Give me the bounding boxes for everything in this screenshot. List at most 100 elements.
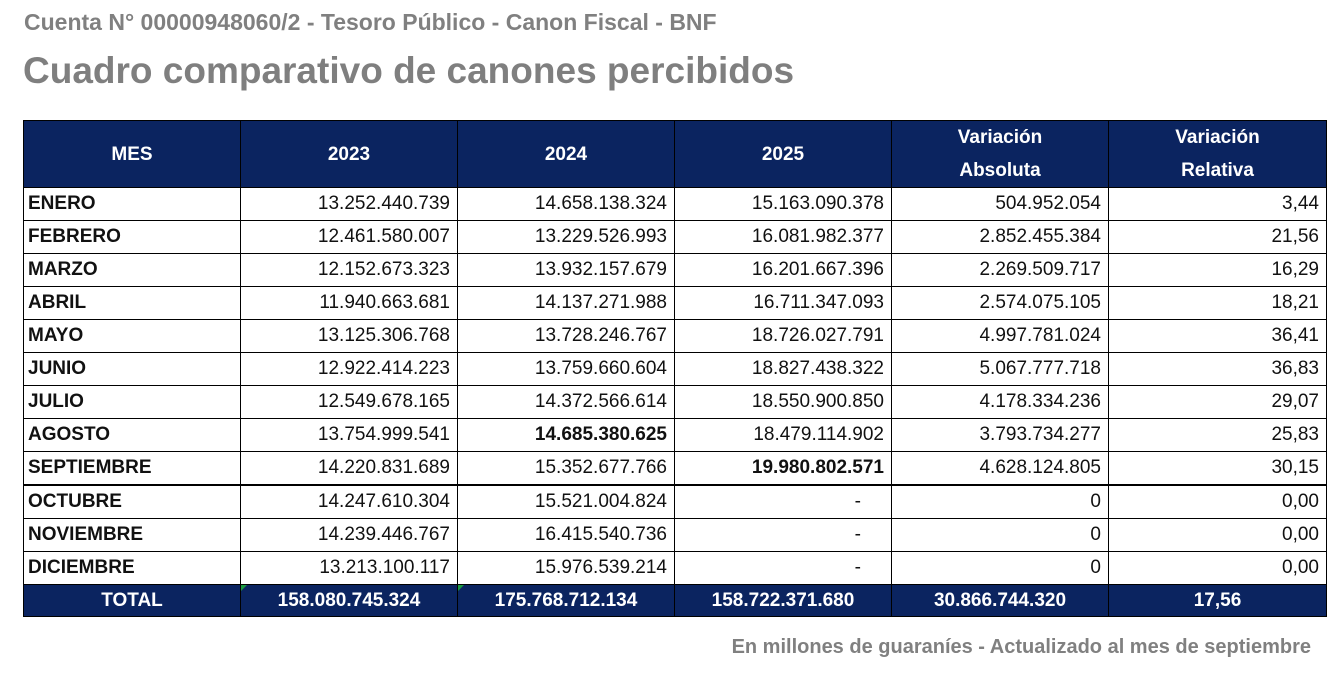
cell-2025: 18.827.438.322: [674, 352, 892, 386]
cell-var-abs: 4.997.781.024: [891, 319, 1109, 353]
cell-var-rel: 3,44: [1108, 187, 1327, 221]
cell-var-abs: 4.178.334.236: [891, 385, 1109, 419]
cell-mes: NOVIEMBRE: [23, 518, 241, 552]
cell-2023: 13.754.999.541: [240, 418, 458, 452]
total-2023: 158.080.745.324: [240, 584, 458, 617]
cell-var-abs: 4.628.124.805: [891, 451, 1109, 486]
cell-2023: 11.940.663.681: [240, 286, 458, 320]
cell-var-abs: 2.269.509.717: [891, 253, 1109, 287]
total-row: TOTAL 158.080.745.324 175.768.712.134 15…: [23, 584, 1327, 617]
cell-var-rel: 0,00: [1108, 484, 1327, 519]
cell-2025-highlight: 19.980.802.571: [674, 451, 892, 486]
cell-var-abs: 2.574.075.105: [891, 286, 1109, 320]
cell-mes: JULIO: [23, 385, 241, 419]
cell-2025: 18.479.114.902: [674, 418, 892, 452]
header-variacion-relativa: Variación Relativa: [1108, 120, 1327, 188]
table-row: JUNIO 12.922.414.223 13.759.660.604 18.8…: [23, 352, 1327, 386]
cell-var-rel: 36,41: [1108, 319, 1327, 353]
footnote: En millones de guaraníes - Actualizado a…: [731, 636, 1311, 658]
header-mes: MES: [23, 120, 241, 188]
cell-2024: 13.932.157.679: [457, 253, 675, 287]
header-2023: 2023: [240, 120, 458, 188]
cell-var-abs: 0: [891, 551, 1109, 585]
comparison-table: MES 2023 2024 2025 Variación Absoluta Va…: [23, 120, 1327, 617]
cell-2024: 14.372.566.614: [457, 385, 675, 419]
cell-2023: 13.125.306.768: [240, 319, 458, 353]
cell-2025: 16.081.982.377: [674, 220, 892, 254]
cell-var-abs: 504.952.054: [891, 187, 1109, 221]
cell-2024: 14.137.271.988: [457, 286, 675, 320]
table-row: SEPTIEMBRE 14.220.831.689 15.352.677.766…: [23, 451, 1327, 486]
table-row: ABRIL 11.940.663.681 14.137.271.988 16.7…: [23, 286, 1327, 320]
cell-2025: -: [674, 551, 892, 585]
total-label: TOTAL: [23, 584, 241, 617]
table-row: FEBRERO 12.461.580.007 13.229.526.993 16…: [23, 220, 1327, 254]
cell-2024: 14.658.138.324: [457, 187, 675, 221]
header-var-rel-line2: Relativa: [1181, 160, 1254, 181]
cell-2025: -: [674, 484, 892, 519]
table-row: AGOSTO 13.754.999.541 14.685.380.625 18.…: [23, 418, 1327, 452]
cell-2024: 15.352.677.766: [457, 451, 675, 486]
cell-mes: FEBRERO: [23, 220, 241, 254]
cell-2025: 15.163.090.378: [674, 187, 892, 221]
cell-2023: 13.213.100.117: [240, 551, 458, 585]
cell-var-rel: 36,83: [1108, 352, 1327, 386]
cell-var-rel: 25,83: [1108, 418, 1327, 452]
cell-var-abs: 0: [891, 484, 1109, 519]
header-var-abs-line2: Absoluta: [959, 160, 1041, 181]
table-header-row: MES 2023 2024 2025 Variación Absoluta Va…: [23, 120, 1327, 188]
total-var-abs: 30.866.744.320: [891, 584, 1109, 617]
cell-mes: ABRIL: [23, 286, 241, 320]
cell-mes: OCTUBRE: [23, 484, 241, 519]
cell-var-rel: 30,15: [1108, 451, 1327, 486]
cell-2024: 13.728.246.767: [457, 319, 675, 353]
table-row: NOVIEMBRE 14.239.446.767 16.415.540.736 …: [23, 518, 1327, 552]
cell-2024-highlight: 14.685.380.625: [457, 418, 675, 452]
table-row: MAYO 13.125.306.768 13.728.246.767 18.72…: [23, 319, 1327, 353]
header-var-rel-line1: Variación: [1175, 127, 1260, 148]
cell-mes: SEPTIEMBRE: [23, 451, 241, 486]
cell-mes: MAYO: [23, 319, 241, 353]
cell-2023: 12.152.673.323: [240, 253, 458, 287]
cell-var-rel: 0,00: [1108, 518, 1327, 552]
table-row: DICIEMBRE 13.213.100.117 15.976.539.214 …: [23, 551, 1327, 585]
cell-2025: 18.550.900.850: [674, 385, 892, 419]
cell-2024: 13.759.660.604: [457, 352, 675, 386]
cell-2023: 14.239.446.767: [240, 518, 458, 552]
cell-var-rel: 18,21: [1108, 286, 1327, 320]
cell-var-abs: 3.793.734.277: [891, 418, 1109, 452]
cell-2023: 12.549.678.165: [240, 385, 458, 419]
cell-2023: 12.922.414.223: [240, 352, 458, 386]
cell-mes: JUNIO: [23, 352, 241, 386]
cell-mes: MARZO: [23, 253, 241, 287]
cell-2023: 14.247.610.304: [240, 484, 458, 519]
cell-2024: 15.976.539.214: [457, 551, 675, 585]
cell-2025: 18.726.027.791: [674, 319, 892, 353]
cell-2023: 14.220.831.689: [240, 451, 458, 486]
table-row: MARZO 12.152.673.323 13.932.157.679 16.2…: [23, 253, 1327, 287]
cell-var-rel: 21,56: [1108, 220, 1327, 254]
cell-mes: DICIEMBRE: [23, 551, 241, 585]
cell-var-abs: 2.852.455.384: [891, 220, 1109, 254]
page-title: Cuadro comparativo de canones percibidos: [23, 50, 795, 91]
header-2024: 2024: [457, 120, 675, 188]
header-2025: 2025: [674, 120, 892, 188]
cell-mes: AGOSTO: [23, 418, 241, 452]
cell-2024: 15.521.004.824: [457, 484, 675, 519]
cell-var-abs: 0: [891, 518, 1109, 552]
cell-2025: 16.201.667.396: [674, 253, 892, 287]
cell-var-rel: 16,29: [1108, 253, 1327, 287]
total-var-rel: 17,56: [1108, 584, 1327, 617]
cell-var-rel: 0,00: [1108, 551, 1327, 585]
header-variacion-absoluta: Variación Absoluta: [891, 120, 1109, 188]
cell-2025: 16.711.347.093: [674, 286, 892, 320]
cell-2023: 13.252.440.739: [240, 187, 458, 221]
table-row: JULIO 12.549.678.165 14.372.566.614 18.5…: [23, 385, 1327, 419]
total-2024: 175.768.712.134: [457, 584, 675, 617]
table-row: ENERO 13.252.440.739 14.658.138.324 15.1…: [23, 187, 1327, 221]
cell-2024: 13.229.526.993: [457, 220, 675, 254]
cell-2024: 16.415.540.736: [457, 518, 675, 552]
cell-2025: -: [674, 518, 892, 552]
cell-var-rel: 29,07: [1108, 385, 1327, 419]
cell-var-abs: 5.067.777.718: [891, 352, 1109, 386]
